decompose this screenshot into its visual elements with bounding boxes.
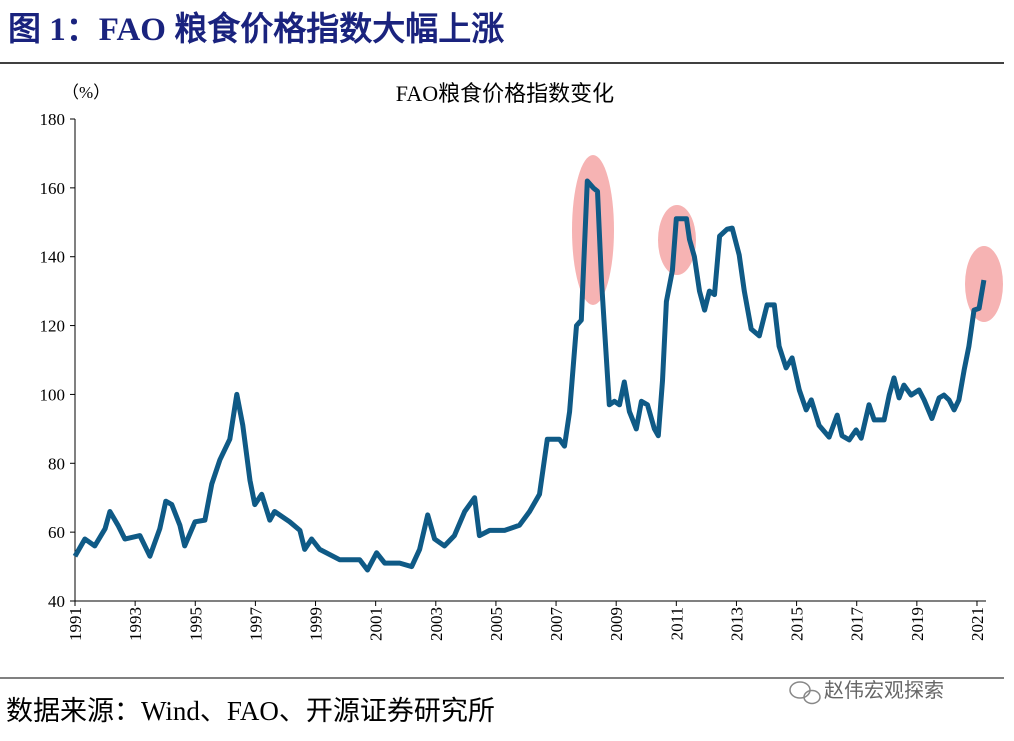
y-tick-label: 40	[48, 592, 65, 611]
x-tick-label: 2005	[487, 607, 506, 641]
x-tick-label: 2017	[848, 607, 867, 642]
x-tick-label: 2001	[367, 607, 386, 641]
x-tick-label: 2009	[607, 607, 626, 641]
y-tick-label: 60	[48, 523, 65, 542]
x-tick-label: 2013	[727, 607, 746, 641]
x-tick-label: 2007	[547, 607, 566, 642]
line	[72, 178, 987, 573]
page-title: 图 1：FAO 粮食价格指数大幅上涨	[8, 10, 504, 48]
x-tick-label: 2021	[968, 607, 987, 641]
chart-title: FAO粮食价格指数变化	[396, 81, 614, 106]
x-tick-label: 1997	[246, 607, 265, 642]
source: 数据来源：Wind、FAO、开源证券研究所	[6, 696, 495, 726]
y-tick-label: 180	[40, 110, 66, 129]
y-axis-label: （%）	[62, 83, 110, 102]
x-tick-label: 2019	[908, 607, 927, 641]
wechat-icon	[789, 681, 821, 705]
highlight	[572, 155, 614, 305]
x-tick-label: 2003	[427, 607, 446, 641]
highlights	[572, 155, 1003, 322]
y-tick-label: 140	[40, 248, 66, 267]
y-tick-label: 120	[40, 317, 66, 336]
x-tick-label: 1995	[186, 607, 205, 641]
y-tick-label: 80	[48, 454, 65, 473]
x-tick-label: 2011	[667, 607, 686, 640]
y-tick-label: 100	[40, 385, 66, 404]
x-tick-label: 2015	[788, 607, 807, 641]
x-tick-label: 1993	[126, 607, 145, 641]
watermark: 赵伟宏观探索	[824, 678, 944, 702]
x-tick-label: 1991	[66, 607, 85, 641]
y-tick-label: 160	[40, 179, 66, 198]
plot: 40 60 80 100 120 140 160 180 1991 1993 1995 1997 199…	[40, 110, 987, 641]
x-tick-label: 1999	[307, 607, 326, 641]
